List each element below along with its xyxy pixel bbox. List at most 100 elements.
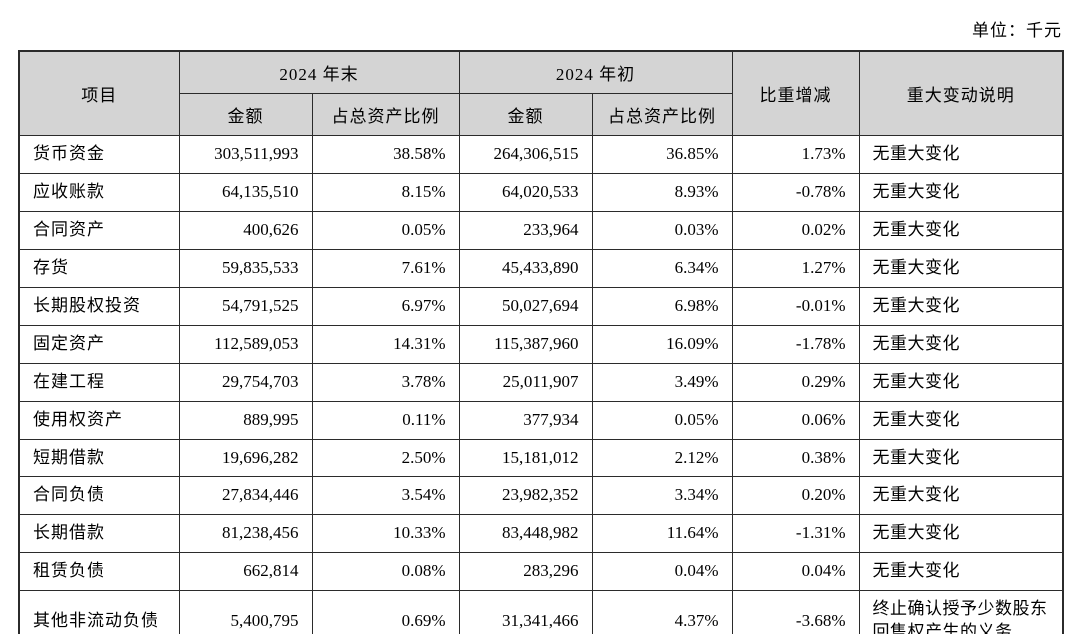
item-cell: 使用权资产	[18, 400, 180, 440]
begin-amount-cell: 31,341,466	[458, 590, 593, 634]
table-row: 合同负债 27,834,446 3.54% 23,982,352 3.34% 0…	[18, 476, 1064, 516]
unit-label: 单位：千元	[972, 21, 1062, 40]
end-amount-cell: 64,135,510	[178, 172, 313, 212]
end-amount-cell: 29,754,703	[178, 362, 313, 402]
item-cell: 其他非流动负债	[18, 590, 180, 634]
table-header: 项目 2024 年末 2024 年初 比重增减 重大变动说明 金额 占总资产比例…	[18, 50, 1064, 136]
end-amount-cell: 303,511,993	[178, 135, 313, 174]
item-cell: 长期借款	[18, 514, 180, 554]
ratio-change-cell: 0.06%	[731, 400, 860, 440]
begin-amount-cell: 283,296	[458, 552, 593, 592]
note-cell: 无重大变化	[858, 324, 1064, 364]
end-ratio-cell: 14.31%	[311, 324, 460, 364]
end-amount-cell: 27,834,446	[178, 476, 313, 516]
begin-amount-cell: 377,934	[458, 400, 593, 440]
begin-ratio-cell: 36.85%	[591, 135, 733, 174]
begin-ratio-cell: 0.05%	[591, 400, 733, 440]
note-cell: 无重大变化	[858, 400, 1064, 440]
ratio-change-cell: -1.78%	[731, 324, 860, 364]
end-amount-cell: 5,400,795	[178, 590, 313, 634]
begin-ratio-cell: 8.93%	[591, 172, 733, 212]
begin-ratio-cell: 6.34%	[591, 248, 733, 288]
table-row: 应收账款 64,135,510 8.15% 64,020,533 8.93% -…	[18, 172, 1064, 212]
header-item: 项目	[18, 50, 180, 136]
end-ratio-cell: 0.05%	[311, 210, 460, 250]
balance-sheet-items-table: 项目 2024 年末 2024 年初 比重增减 重大变动说明 金额 占总资产比例…	[18, 50, 1064, 634]
begin-amount-cell: 25,011,907	[458, 362, 593, 402]
end-amount-cell: 889,995	[178, 400, 313, 440]
note-cell: 无重大变化	[858, 552, 1064, 592]
item-cell: 合同负债	[18, 476, 180, 516]
note-cell: 无重大变化	[858, 438, 1064, 478]
note-cell: 无重大变化	[858, 210, 1064, 250]
table-row: 租赁负债 662,814 0.08% 283,296 0.04% 0.04% 无…	[18, 552, 1064, 592]
item-cell: 租赁负债	[18, 552, 180, 592]
ratio-change-cell: 0.02%	[731, 210, 860, 250]
begin-amount-cell: 23,982,352	[458, 476, 593, 516]
end-ratio-cell: 7.61%	[311, 248, 460, 288]
begin-amount-cell: 115,387,960	[458, 324, 593, 364]
end-amount-cell: 81,238,456	[178, 514, 313, 554]
ratio-change-cell: 1.27%	[731, 248, 860, 288]
header-begin-amount: 金额	[458, 93, 593, 136]
header-begin-ratio: 占总资产比例	[591, 93, 733, 136]
end-amount-cell: 54,791,525	[178, 286, 313, 326]
note-cell: 无重大变化	[858, 172, 1064, 212]
table-body: 货币资金 303,511,993 38.58% 264,306,515 36.8…	[18, 135, 1064, 634]
note-cell: 无重大变化	[858, 135, 1064, 174]
item-cell: 合同资产	[18, 210, 180, 250]
table-row: 使用权资产 889,995 0.11% 377,934 0.05% 0.06% …	[18, 400, 1064, 440]
end-amount-cell: 400,626	[178, 210, 313, 250]
table-row: 货币资金 303,511,993 38.58% 264,306,515 36.8…	[18, 135, 1064, 174]
item-cell: 存货	[18, 248, 180, 288]
end-ratio-cell: 0.08%	[311, 552, 460, 592]
begin-ratio-cell: 16.09%	[591, 324, 733, 364]
begin-amount-cell: 50,027,694	[458, 286, 593, 326]
header-major-change-note: 重大变动说明	[858, 50, 1064, 136]
header-end-2024-group: 2024 年末	[178, 50, 460, 94]
item-cell: 短期借款	[18, 438, 180, 478]
note-cell: 无重大变化	[858, 514, 1064, 554]
end-ratio-cell: 10.33%	[311, 514, 460, 554]
table-row: 在建工程 29,754,703 3.78% 25,011,907 3.49% 0…	[18, 362, 1064, 402]
table-row: 短期借款 19,696,282 2.50% 15,181,012 2.12% 0…	[18, 438, 1064, 478]
end-ratio-cell: 0.69%	[311, 590, 460, 634]
begin-amount-cell: 83,448,982	[458, 514, 593, 554]
end-ratio-cell: 6.97%	[311, 286, 460, 326]
end-ratio-cell: 38.58%	[311, 135, 460, 174]
note-cell: 无重大变化	[858, 286, 1064, 326]
end-amount-cell: 662,814	[178, 552, 313, 592]
begin-amount-cell: 264,306,515	[458, 135, 593, 174]
ratio-change-cell: -0.01%	[731, 286, 860, 326]
begin-amount-cell: 15,181,012	[458, 438, 593, 478]
begin-amount-cell: 233,964	[458, 210, 593, 250]
end-amount-cell: 112,589,053	[178, 324, 313, 364]
note-cell: 无重大变化	[858, 248, 1064, 288]
ratio-change-cell: -3.68%	[731, 590, 860, 634]
end-ratio-cell: 2.50%	[311, 438, 460, 478]
end-ratio-cell: 3.54%	[311, 476, 460, 516]
note-cell: 无重大变化	[858, 362, 1064, 402]
table-row: 合同资产 400,626 0.05% 233,964 0.03% 0.02% 无…	[18, 210, 1064, 250]
item-cell: 固定资产	[18, 324, 180, 364]
header-ratio-change: 比重增减	[731, 50, 860, 136]
begin-amount-cell: 45,433,890	[458, 248, 593, 288]
ratio-change-cell: 0.38%	[731, 438, 860, 478]
ratio-change-cell: 0.20%	[731, 476, 860, 516]
table-row: 存货 59,835,533 7.61% 45,433,890 6.34% 1.2…	[18, 248, 1064, 288]
table-row: 固定资产 112,589,053 14.31% 115,387,960 16.0…	[18, 324, 1064, 364]
begin-ratio-cell: 0.03%	[591, 210, 733, 250]
item-cell: 货币资金	[18, 135, 180, 174]
table-row: 长期股权投资 54,791,525 6.97% 50,027,694 6.98%…	[18, 286, 1064, 326]
ratio-change-cell: 1.73%	[731, 135, 860, 174]
header-end-ratio: 占总资产比例	[311, 93, 460, 136]
begin-ratio-cell: 2.12%	[591, 438, 733, 478]
begin-ratio-cell: 0.04%	[591, 552, 733, 592]
ratio-change-cell: 0.29%	[731, 362, 860, 402]
begin-ratio-cell: 3.34%	[591, 476, 733, 516]
begin-ratio-cell: 11.64%	[591, 514, 733, 554]
end-amount-cell: 59,835,533	[178, 248, 313, 288]
ratio-change-cell: -1.31%	[731, 514, 860, 554]
end-ratio-cell: 3.78%	[311, 362, 460, 402]
